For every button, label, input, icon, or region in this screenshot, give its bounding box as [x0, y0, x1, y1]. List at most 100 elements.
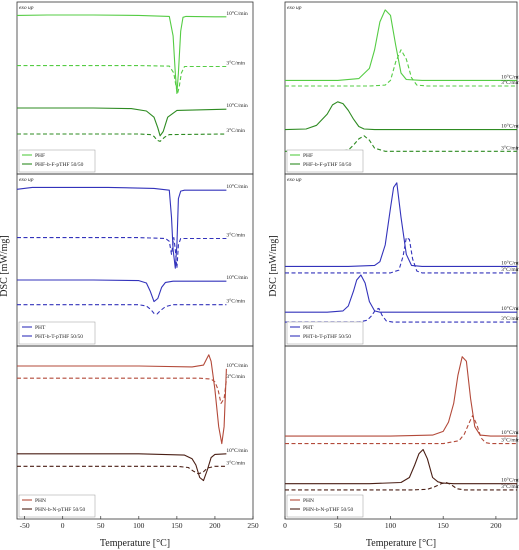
rate-label: 3°C/min: [226, 373, 245, 380]
x-ticks-right: 0 50 100 150 200: [283, 516, 502, 530]
series-line-1: [285, 237, 517, 274]
legend-entry: PHT: [35, 325, 46, 331]
legend-entry: PHF-b-F-pTHF 50/50: [303, 162, 352, 168]
rate-label: 10°C/min: [501, 123, 519, 130]
rate-label: 10°C/min: [226, 274, 248, 281]
legend-box: [286, 321, 364, 345]
series-line-0: [285, 356, 517, 437]
series-line-2: [285, 274, 517, 313]
panel-frame: [16, 1, 254, 175]
x-tick-label: 50: [334, 521, 342, 530]
series-line-2: [17, 279, 227, 303]
rate-label: 3°C/min: [501, 315, 519, 322]
rate-label: 10°C/min: [501, 305, 519, 312]
rate-label: 3°C/min: [226, 127, 245, 134]
x-tick-label: 0: [61, 521, 65, 530]
series-line-0: [285, 182, 517, 267]
rate-label: 3°C/min: [501, 266, 519, 273]
rate-label: 3°C/min: [226, 459, 245, 466]
panel-frame: [284, 173, 518, 347]
series-line-2: [285, 448, 517, 485]
x-axis-title-right: Temperature [°C]: [366, 538, 436, 549]
y-axis-title-right: DSC [mW/mg]: [268, 235, 279, 296]
panel-frame: [16, 345, 254, 520]
legend-entry: PHT-b-T-pTHF 50/50: [35, 334, 83, 340]
exo-up-label: exo up: [287, 5, 302, 11]
x-axis-title-left: Temperature [°C]: [100, 538, 170, 549]
rate-label: 3°C/min: [501, 437, 519, 444]
series-line-3: [17, 465, 227, 475]
exo-up-label: exo up: [287, 177, 302, 183]
x-tick-label: 150: [438, 521, 450, 530]
legend-entry: PHN: [35, 498, 46, 504]
legend-entry: PHT-b-T-pTHF 50/50: [303, 334, 351, 340]
series-line-0: [16, 186, 227, 269]
legend-entry: PHN-b-N-pTHF 50/50: [35, 507, 86, 513]
series-line-1: [285, 414, 517, 445]
x-tick-label: 200: [209, 521, 221, 530]
legend-box: [286, 494, 364, 518]
rate-label: 10°C/min: [226, 183, 248, 190]
series-line-3: [17, 133, 227, 142]
series-line-1: [17, 237, 227, 269]
rate-label: 3°C/min: [226, 60, 245, 67]
rate-label: 3°C/min: [226, 298, 245, 305]
series-line-0: [16, 14, 227, 94]
x-tick-label: -50: [20, 521, 30, 530]
x-tick-label: 200: [490, 521, 502, 530]
series-line-1: [17, 377, 227, 404]
panel-left-bottom: 10°C/min 3°C/min 10°C/min 3°C/min PHN PHN-b-N…: [16, 345, 254, 520]
x-ticks-left: -50 0 50 100 150 200 250: [20, 516, 259, 530]
x-tick-label: 100: [133, 521, 145, 530]
series-line-0: [285, 9, 517, 81]
series-line-3: [285, 481, 517, 491]
rate-label: 3°C/min: [501, 483, 519, 490]
legend-box: [18, 149, 96, 173]
panel-frame: [16, 173, 254, 347]
panel-left-middle: 10°C/min 3°C/min 10°C/min 3°C/min exo up PHT P…: [16, 173, 254, 347]
legend-entry: PHF: [35, 153, 45, 159]
series-line-3: [285, 307, 517, 323]
panel-frame: [284, 1, 518, 175]
panel-right-bottom: 10°C/min3°C/min10°C/min3°C/minPHNPHN-b-N…: [284, 345, 519, 520]
x-tick-label: 0: [283, 521, 287, 530]
series-line-3: [285, 135, 517, 152]
panel-frame: [284, 345, 518, 520]
rate-label: 10°C/min: [226, 10, 248, 17]
rate-label: 3°C/min: [226, 232, 245, 239]
rate-label: 10°C/min: [501, 429, 519, 436]
y-axis-title-left: DSC [mW/mg]: [0, 235, 10, 296]
legend-entry: PHF: [303, 153, 313, 159]
series-line-3: [17, 304, 227, 315]
rate-label: 3°C/min: [501, 79, 519, 86]
panel-left-top: 10°C/min 3°C/min 10°C/min 3°C/min exo up PHF P…: [16, 1, 254, 175]
series-line-2: [284, 101, 517, 131]
rate-label: 10°C/min: [226, 447, 248, 454]
x-tick-label: 150: [171, 521, 183, 530]
legend-box: [18, 494, 96, 518]
x-tick-label: 100: [385, 521, 397, 530]
exo-up-label: exo up: [19, 5, 34, 11]
rate-label: 10°C/min: [501, 259, 519, 266]
series-line-2: [17, 453, 227, 482]
legend-box: [286, 149, 364, 173]
rate-label: 10°C/min: [501, 73, 519, 80]
exo-up-label: exo up: [19, 177, 34, 183]
legend-entry: PHN-b-N-pTHF 50/50: [303, 507, 354, 513]
rate-label: 3°C/min: [501, 144, 519, 151]
series-line-2: [17, 107, 227, 137]
series-line-0: [17, 354, 227, 445]
rate-label: 10°C/min: [501, 477, 519, 484]
series-line-1: [285, 49, 517, 87]
legend-entry: PHN: [303, 498, 314, 504]
x-tick-label: 250: [247, 521, 259, 530]
legend-box: [18, 321, 96, 345]
legend-entry: PHF-b-F-pTHF 50/50: [35, 162, 84, 168]
legend-entry: PHT: [303, 325, 314, 331]
rate-label: 10°C/min: [226, 102, 248, 109]
rate-label: 10°C/min: [226, 362, 248, 369]
